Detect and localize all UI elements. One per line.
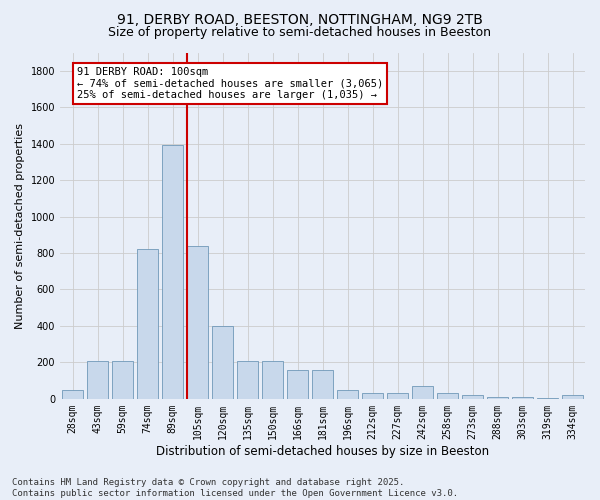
Bar: [237, 360, 258, 399]
Bar: [312, 370, 333, 399]
Bar: [337, 390, 358, 399]
Bar: [87, 360, 108, 399]
Bar: [437, 394, 458, 399]
Text: 91 DERBY ROAD: 100sqm
← 74% of semi-detached houses are smaller (3,065)
25% of s: 91 DERBY ROAD: 100sqm ← 74% of semi-deta…: [77, 67, 383, 100]
Y-axis label: Number of semi-detached properties: Number of semi-detached properties: [15, 122, 25, 328]
Bar: [562, 395, 583, 399]
Bar: [162, 146, 183, 399]
Text: Size of property relative to semi-detached houses in Beeston: Size of property relative to semi-detach…: [109, 26, 491, 39]
Bar: [512, 397, 533, 399]
Bar: [112, 360, 133, 399]
Bar: [62, 390, 83, 399]
Bar: [462, 395, 483, 399]
X-axis label: Distribution of semi-detached houses by size in Beeston: Distribution of semi-detached houses by …: [156, 444, 489, 458]
Bar: [262, 360, 283, 399]
Text: 91, DERBY ROAD, BEESTON, NOTTINGHAM, NG9 2TB: 91, DERBY ROAD, BEESTON, NOTTINGHAM, NG9…: [117, 12, 483, 26]
Bar: [412, 386, 433, 399]
Bar: [187, 246, 208, 399]
Bar: [487, 397, 508, 399]
Text: Contains HM Land Registry data © Crown copyright and database right 2025.
Contai: Contains HM Land Registry data © Crown c…: [12, 478, 458, 498]
Bar: [287, 370, 308, 399]
Bar: [212, 326, 233, 399]
Bar: [537, 398, 558, 399]
Bar: [137, 250, 158, 399]
Bar: [387, 394, 408, 399]
Bar: [362, 394, 383, 399]
